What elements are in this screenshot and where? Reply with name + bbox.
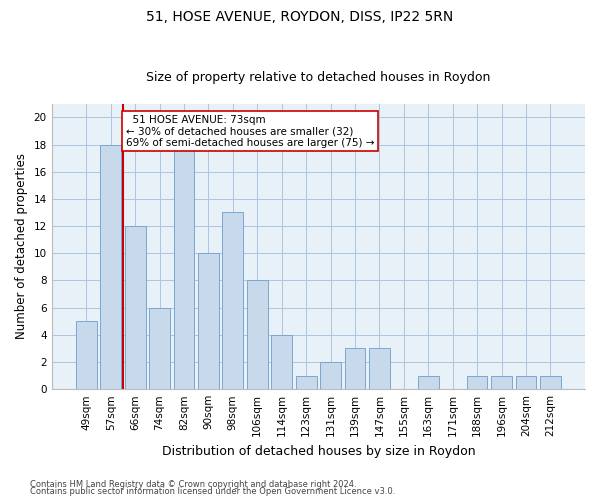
Text: 51, HOSE AVENUE, ROYDON, DISS, IP22 5RN: 51, HOSE AVENUE, ROYDON, DISS, IP22 5RN	[146, 10, 454, 24]
Bar	[100, 144, 121, 389]
Bar	[515, 376, 536, 389]
Bar	[198, 253, 219, 389]
Bar	[418, 376, 439, 389]
Bar	[296, 376, 317, 389]
Bar	[491, 376, 512, 389]
Text: Contains public sector information licensed under the Open Government Licence v3: Contains public sector information licen…	[30, 487, 395, 496]
Bar	[223, 212, 243, 389]
Bar	[125, 226, 146, 389]
Text: 51 HOSE AVENUE: 73sqm
← 30% of detached houses are smaller (32)
69% of semi-deta: 51 HOSE AVENUE: 73sqm ← 30% of detached …	[126, 114, 374, 148]
Bar	[320, 362, 341, 389]
Bar	[76, 321, 97, 389]
Bar	[344, 348, 365, 389]
Bar	[467, 376, 487, 389]
Title: Size of property relative to detached houses in Roydon: Size of property relative to detached ho…	[146, 72, 491, 85]
Bar	[173, 144, 194, 389]
Y-axis label: Number of detached properties: Number of detached properties	[15, 154, 28, 340]
Bar	[247, 280, 268, 389]
Text: Contains HM Land Registry data © Crown copyright and database right 2024.: Contains HM Land Registry data © Crown c…	[30, 480, 356, 489]
Bar	[369, 348, 390, 389]
Bar	[540, 376, 561, 389]
Bar	[271, 335, 292, 389]
X-axis label: Distribution of detached houses by size in Roydon: Distribution of detached houses by size …	[161, 444, 475, 458]
Bar	[149, 308, 170, 389]
